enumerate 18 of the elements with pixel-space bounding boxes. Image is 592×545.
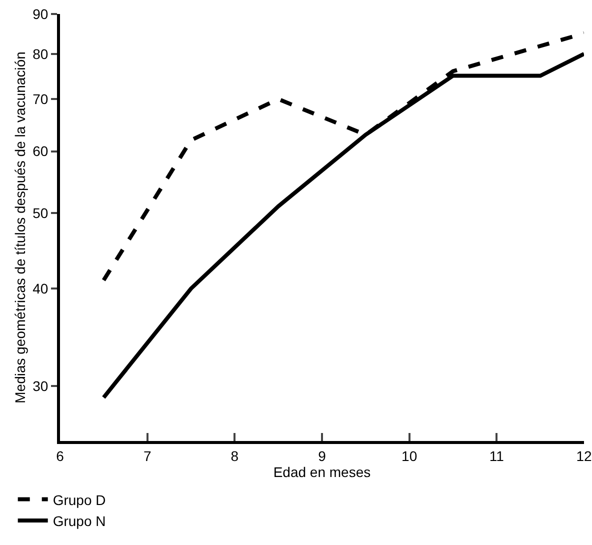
legend-label: Grupo N	[52, 512, 106, 529]
x-tick-label: 8	[230, 448, 239, 464]
y-tick-label: 70	[32, 90, 48, 107]
y-tick-label: 50	[32, 204, 48, 221]
y-tick-label: 30	[32, 378, 48, 394]
legend-label: Grupo D	[52, 492, 106, 508]
y-tick-label: 60	[32, 143, 48, 160]
y-axis-title: Medias geométricas de títulos después de la vacunación	[12, 52, 28, 404]
x-tick-label: 7	[143, 448, 152, 464]
x-tick-label: 10	[402, 448, 418, 464]
y-tick-label: 90	[32, 6, 48, 22]
x-tick-label: 6	[56, 448, 64, 464]
x-axis-title: Edad en meses	[273, 464, 371, 480]
x-tick-label: 9	[318, 448, 326, 464]
x-tick-label: 11	[489, 448, 504, 464]
y-tick-label: 80	[32, 46, 48, 62]
x-tick-label: 12	[576, 448, 592, 464]
y-tick-label: 40	[32, 280, 48, 296]
